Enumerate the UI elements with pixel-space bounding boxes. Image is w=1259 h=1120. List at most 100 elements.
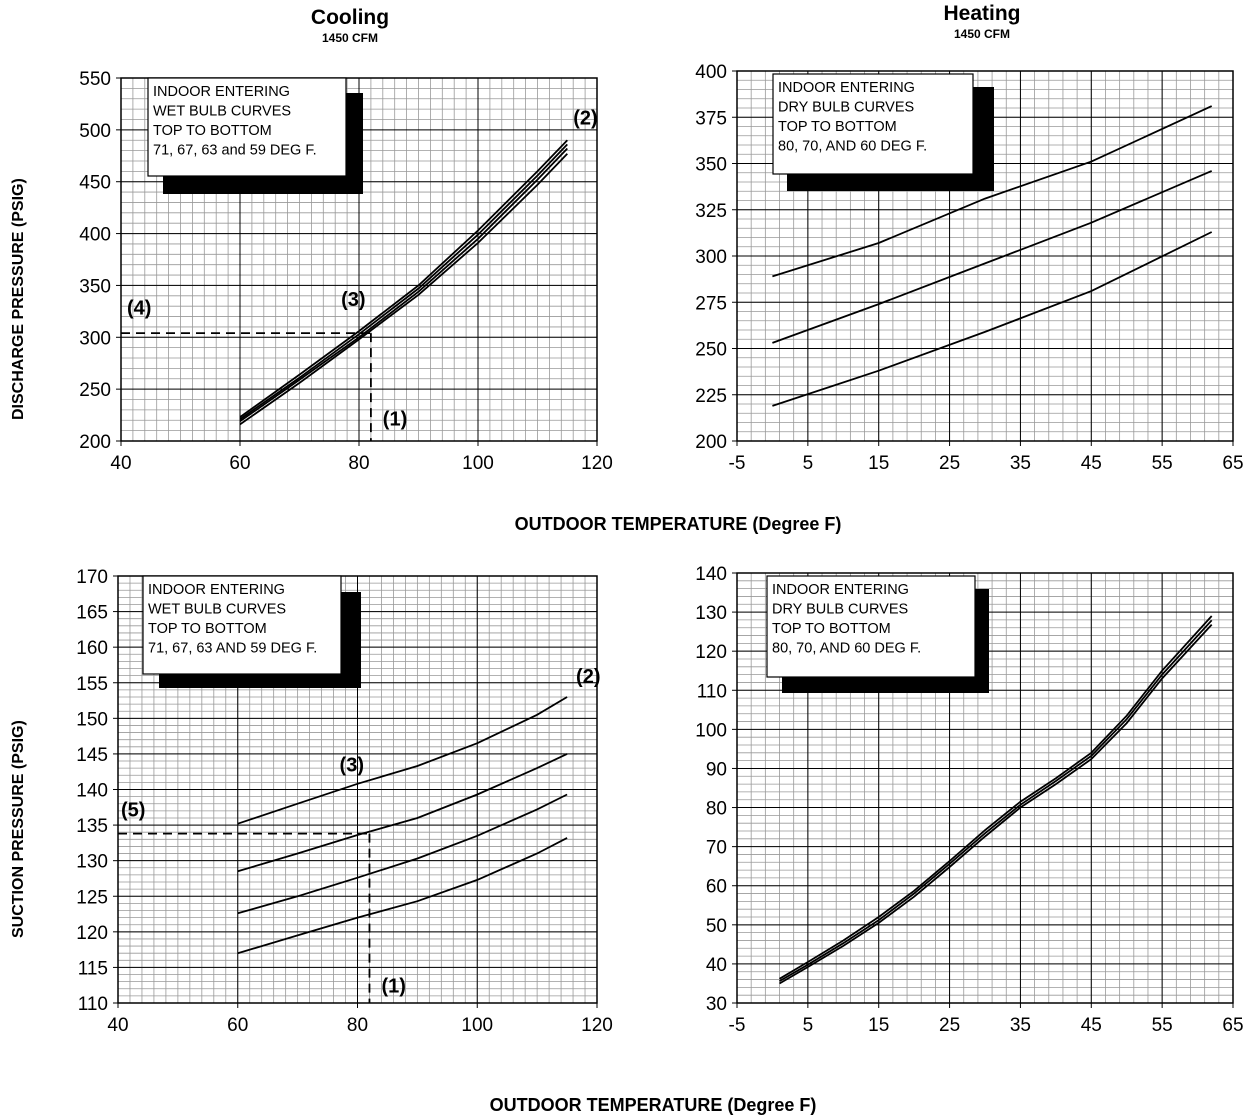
y-tick-label: 300 xyxy=(695,247,727,268)
y-tick-label: 140 xyxy=(695,564,727,585)
callout-label: (1) xyxy=(383,408,407,430)
y-tick-label: 145 xyxy=(76,745,108,766)
y-tick-label: 140 xyxy=(76,781,108,802)
callout-label: (2) xyxy=(576,666,600,688)
x-tick-label: 40 xyxy=(110,453,131,474)
legend-line: 71, 67, 63 AND 59 DEG F. xyxy=(148,641,317,657)
x-tick-label: 45 xyxy=(1081,1015,1102,1036)
x-tick-label: 35 xyxy=(1010,453,1031,474)
y-tick-label: 40 xyxy=(706,955,727,976)
cooling-discharge-chart: 40 60 80 100 120 200 250 300 350 400 450 500 550 INDO… xyxy=(79,69,613,474)
legend-line: INDOOR ENTERING xyxy=(778,80,915,96)
x-tick-label: 35 xyxy=(1010,1015,1031,1036)
y-tick-label: 120 xyxy=(76,923,108,944)
y-tick-label: 350 xyxy=(695,155,727,176)
cooling-suction-series-1 xyxy=(238,697,567,824)
y-tick-label: 225 xyxy=(695,386,727,407)
x-tick-label: 60 xyxy=(227,1015,248,1036)
x-tick-label: 120 xyxy=(581,453,613,474)
x-tick-label: 15 xyxy=(868,1015,889,1036)
x-tick-label: 45 xyxy=(1081,453,1102,474)
legend-line: 71, 67, 63 and 59 DEG F. xyxy=(153,143,317,159)
y-tick-label: 70 xyxy=(706,838,727,859)
x-tick-label: 60 xyxy=(229,453,250,474)
heating-suction-chart: -5 5 15 25 35 45 55 65 30 40 50 60 70 80 90 100 110 120 13… xyxy=(695,564,1243,1036)
x-tick-label: 80 xyxy=(348,453,369,474)
callout-label: (1) xyxy=(381,975,405,997)
y-tick-label: 160 xyxy=(76,638,108,659)
callout-label: (5) xyxy=(121,800,145,822)
y-tick-label: 115 xyxy=(78,958,108,979)
x-tick-label: 55 xyxy=(1152,1015,1173,1036)
cooling-discharge-legend: INDOOR ENTERING WET BULB CURVES TOP TO BOT… xyxy=(148,78,363,194)
y-tick-label: 130 xyxy=(695,603,727,624)
y-tick-label: 500 xyxy=(79,121,111,142)
x-tick-label: 80 xyxy=(347,1015,368,1036)
y-tick-label: 400 xyxy=(79,225,111,246)
y-tick-label: 80 xyxy=(706,799,727,820)
y-tick-label: 375 xyxy=(695,108,727,129)
x-tick-label: 65 xyxy=(1222,453,1243,474)
x-tick-label: 40 xyxy=(107,1015,128,1036)
y-tick-label: 30 xyxy=(706,994,727,1015)
y-tick-label: 130 xyxy=(76,852,108,873)
callout-label: (3) xyxy=(340,755,364,777)
x-tick-label: 65 xyxy=(1222,1015,1243,1036)
y-tick-label: 100 xyxy=(695,720,727,741)
legend-line: DRY BULB CURVES xyxy=(778,100,914,116)
legend-line: TOP TO BOTTOM xyxy=(148,621,267,637)
y-tick-label: 200 xyxy=(695,432,727,453)
heating-suction-legend: INDOOR ENTERING DRY BULB CURVES TOP TO BOT… xyxy=(767,576,989,693)
legend-line: TOP TO BOTTOM xyxy=(153,123,272,139)
y-tick-label: 450 xyxy=(79,173,111,194)
heating-discharge-legend: INDOOR ENTERING DRY BULB CURVES TOP TO BOT… xyxy=(773,74,994,191)
y-tick-label: 300 xyxy=(79,328,111,349)
heating-discharge-chart: -5 5 15 25 35 45 55 65 200 225 250 275 300 325 350 375 4… xyxy=(695,62,1243,474)
x-tick-label: 100 xyxy=(462,453,494,474)
x-tick-label: 5 xyxy=(803,453,814,474)
x-tick-label: 5 xyxy=(803,1015,814,1036)
x-tick-label: 25 xyxy=(939,453,960,474)
legend-line: TOP TO BOTTOM xyxy=(778,119,897,135)
y-tick-label: 170 xyxy=(76,567,108,588)
legend-line: INDOOR ENTERING xyxy=(772,582,909,598)
cooling-suction-series-4 xyxy=(238,838,567,953)
y-tick-label: 50 xyxy=(706,916,727,937)
y-tick-label: 120 xyxy=(695,642,727,663)
y-tick-label: 400 xyxy=(695,62,727,83)
x-tick-label: -5 xyxy=(729,1015,746,1036)
cooling-suction-chart: 40 60 80 100 1201101151201251301351401451501… xyxy=(76,567,613,1036)
legend-line: 80, 70, AND 60 DEG F. xyxy=(778,139,927,155)
legend-line: 80, 70, AND 60 DEG F. xyxy=(772,641,921,657)
legend-line: TOP TO BOTTOM xyxy=(772,621,891,637)
x-tick-label: 25 xyxy=(939,1015,960,1036)
y-tick-label: 325 xyxy=(695,201,727,222)
y-tick-label: 200 xyxy=(79,432,111,453)
x-tick-label: 15 xyxy=(868,453,889,474)
callout-label: (2) xyxy=(573,108,597,130)
legend-line: INDOOR ENTERING xyxy=(148,582,285,598)
y-tick-label: 155 xyxy=(76,674,108,695)
callout-label: (4) xyxy=(127,297,151,319)
y-tick-label: 250 xyxy=(695,340,727,361)
legend-line: DRY BULB CURVES xyxy=(772,602,908,618)
y-tick-label: 110 xyxy=(697,681,727,702)
y-tick-label: 110 xyxy=(78,994,108,1015)
x-tick-label: 120 xyxy=(581,1015,613,1036)
legend-line: WET BULB CURVES xyxy=(148,602,286,618)
y-tick-label: 550 xyxy=(79,69,111,90)
x-tick-label: 55 xyxy=(1152,453,1173,474)
callout-label: (3) xyxy=(341,289,365,311)
x-tick-label: 100 xyxy=(461,1015,493,1036)
y-tick-label: 90 xyxy=(706,759,727,780)
x-tick-label: -5 xyxy=(729,453,746,474)
y-tick-label: 125 xyxy=(76,887,108,908)
y-tick-label: 350 xyxy=(79,276,111,297)
legend-line: INDOOR ENTERING xyxy=(153,84,290,100)
legend-line: WET BULB CURVES xyxy=(153,104,291,120)
y-tick-label: 275 xyxy=(695,293,727,314)
y-tick-label: 60 xyxy=(706,877,727,898)
cooling-suction-legend: INDOOR ENTERING WET BULB CURVES TOP TO BOT… xyxy=(143,576,361,688)
